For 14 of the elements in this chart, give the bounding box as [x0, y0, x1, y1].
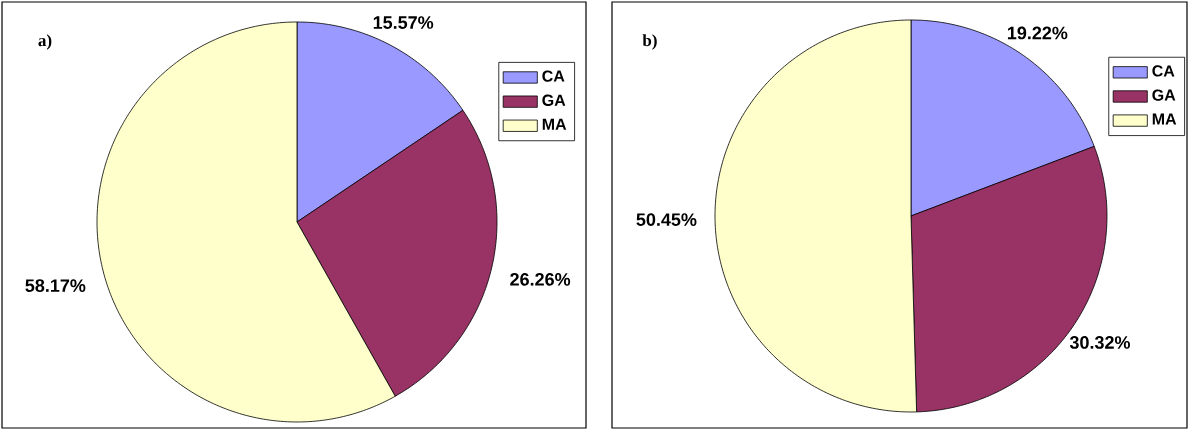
data-label: 50.45% [636, 213, 697, 226]
legend-label: CA [542, 70, 565, 82]
text: a) [38, 34, 52, 50]
text: b) [642, 34, 657, 50]
data-label: 15.57% [373, 16, 434, 29]
legend-label: GA [542, 94, 566, 106]
data-label: 26.26% [510, 272, 571, 286]
legend-label: MA [542, 118, 567, 130]
legend-label: GA [1152, 89, 1176, 101]
data-label: 19.22% [1007, 26, 1068, 40]
data-label: 58.17% [25, 279, 86, 292]
legend-label: CA [1152, 65, 1175, 77]
legend-label: MA [1152, 113, 1177, 125]
data-label: 30.32% [1069, 336, 1131, 349]
